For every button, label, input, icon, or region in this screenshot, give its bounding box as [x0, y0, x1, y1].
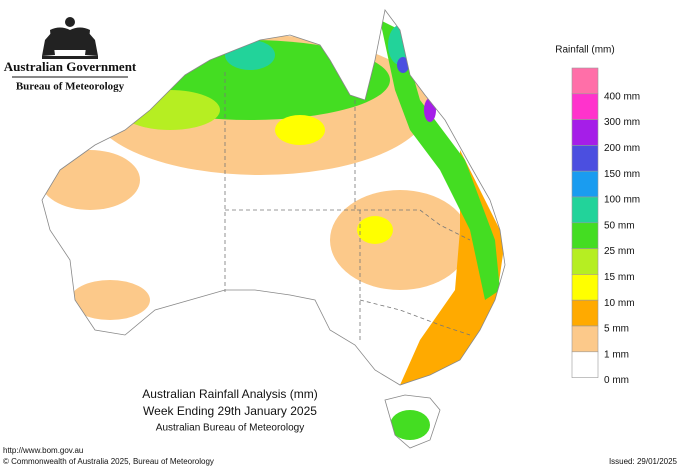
footer-url: http://www.bom.gov.au — [3, 446, 83, 455]
legend-swatch — [571, 248, 599, 275]
legend-label: 0 mm — [604, 375, 629, 386]
legend-label: 400 mm — [604, 91, 640, 102]
legend-swatch — [571, 196, 599, 224]
state-borders — [224, 72, 471, 340]
legend-label: 200 mm — [604, 143, 640, 154]
legend-swatch — [571, 93, 599, 120]
legend-label: 100 mm — [604, 195, 640, 206]
agency-name: Bureau of Meteorology — [16, 81, 125, 93]
legend-label: 25 mm — [604, 246, 635, 257]
caption-source: Australian Bureau of Meteorology — [156, 423, 304, 434]
caption-title: Australian Rainfall Analysis (mm) — [142, 387, 317, 401]
government-name: Australian Government — [4, 59, 137, 74]
legend-title: Rainfall (mm) — [555, 45, 614, 56]
coastline — [41, 9, 506, 449]
legend-swatch — [571, 299, 599, 327]
legend-swatch — [571, 67, 599, 95]
legend-label: 15 mm — [604, 272, 635, 283]
legend-swatch — [571, 325, 599, 353]
legend-label: 50 mm — [604, 220, 635, 231]
footer-issued: Issued: 29/01/2025 — [609, 457, 678, 466]
legend: 400 mm 300 mm 200 mm 150 mm 100 mm 50 mm 25 mm… — [571, 67, 640, 386]
footer-copyright: © Commonwealth of Australia 2025, Bureau… — [3, 457, 214, 466]
legend-swatch — [571, 170, 599, 198]
legend-label: 5 mm — [604, 324, 629, 335]
legend-label: 1 mm — [604, 349, 629, 360]
legend-swatch — [571, 351, 599, 378]
legend-swatch — [571, 119, 599, 146]
caption-date: Week Ending 29th January 2025 — [143, 404, 317, 418]
legend-swatch — [571, 274, 599, 301]
legend-label: 150 mm — [604, 169, 640, 180]
legend-swatch — [571, 222, 599, 249]
coat-of-arms — [42, 17, 98, 59]
legend-label: 10 mm — [604, 298, 635, 309]
legend-label: 300 mm — [604, 117, 640, 128]
legend-swatch — [571, 145, 599, 172]
